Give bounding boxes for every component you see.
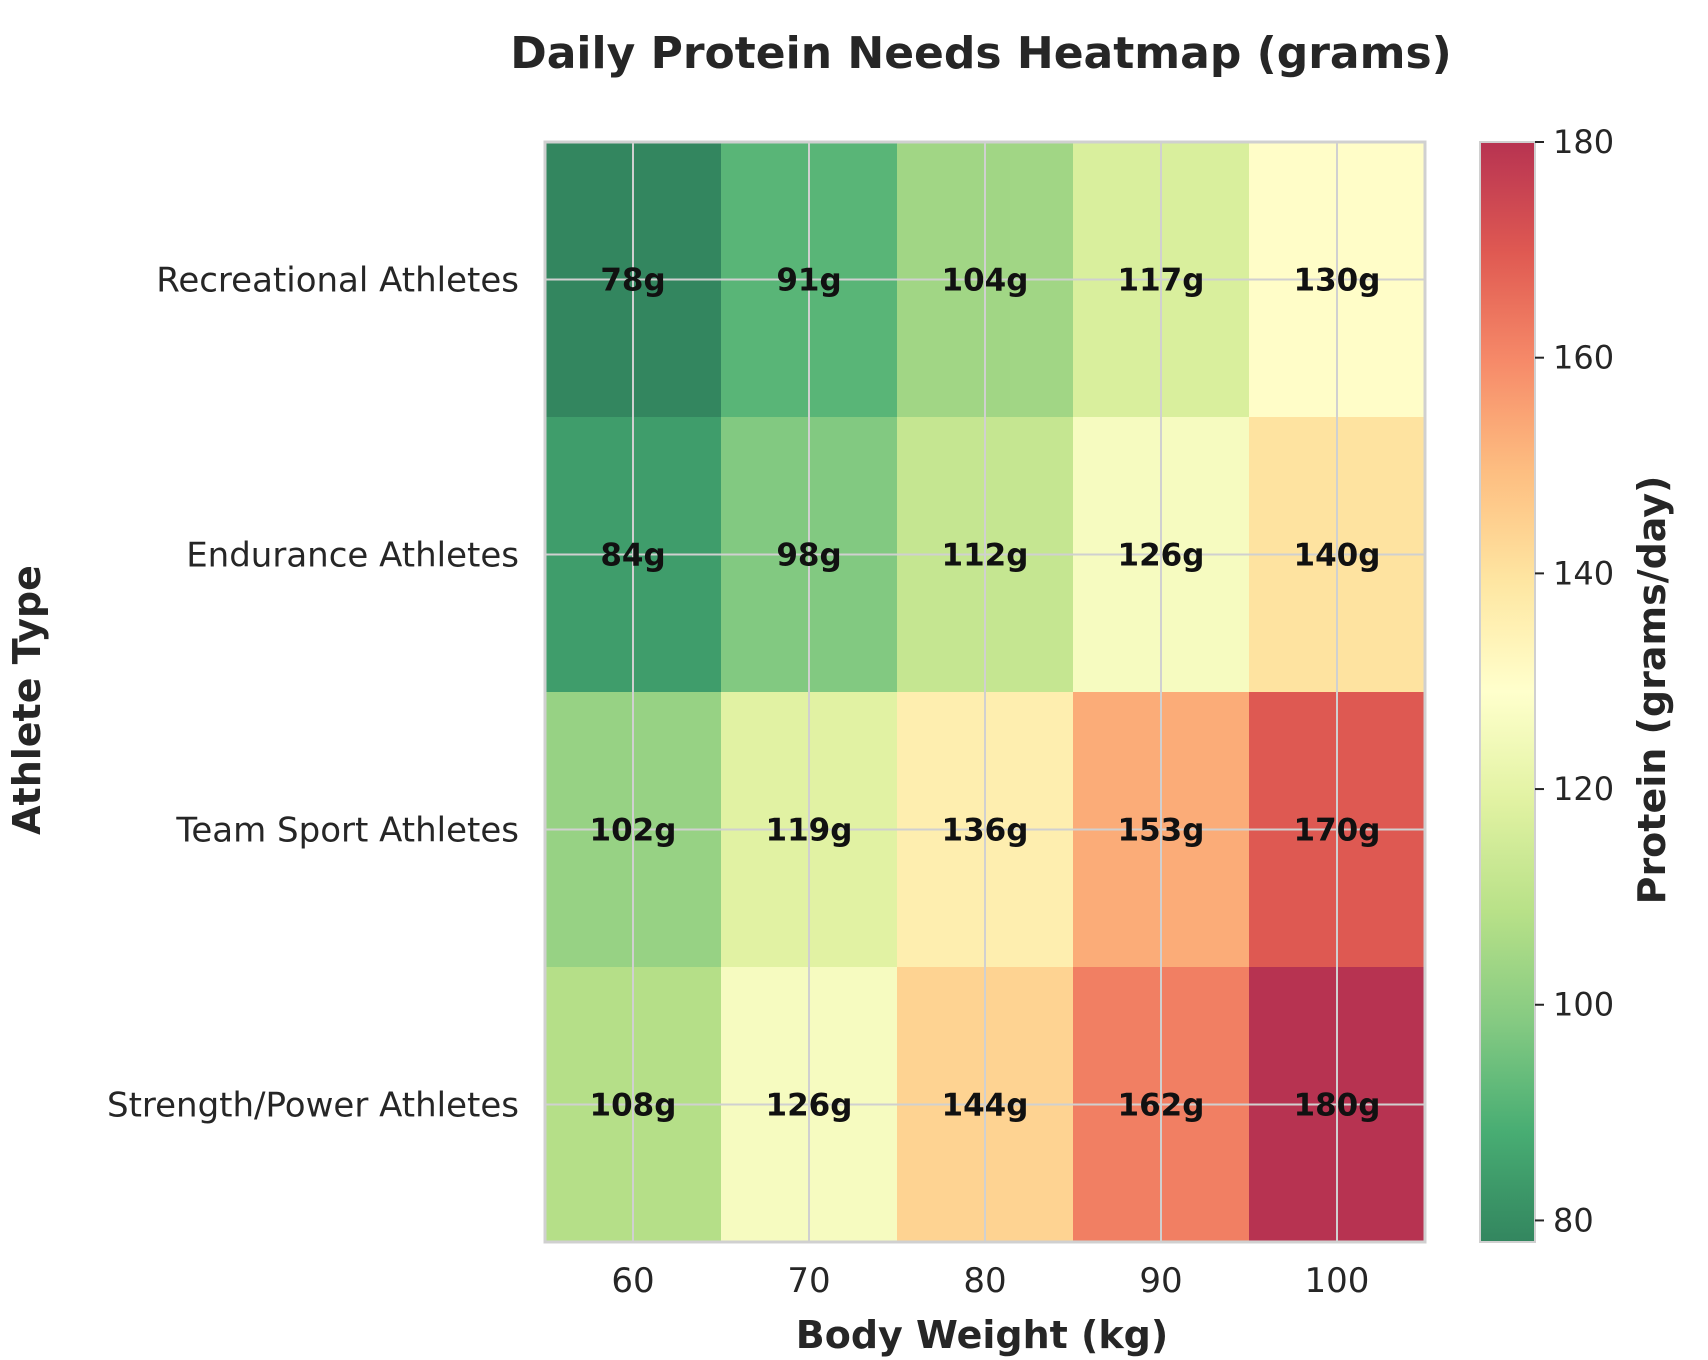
cell-value-labels: 78g 91g 104g 117g 130g 84g 98g 112g 126g 140g 102g… [590,263,1381,1124]
colorbar-tick-label: 120 [1553,770,1614,808]
cell-value-label: 136g [942,813,1029,849]
x-axis-ticks: 60 70 80 90 100 [611,1261,1369,1301]
cell-value-label: 144g [942,1088,1029,1124]
cell-value-label: 104g [942,263,1029,299]
cell-value-label: 117g [1118,263,1205,299]
cell-value-label: 84g [600,538,665,574]
heatmap-gridlines [543,140,1427,1244]
cell-value-label: 126g [766,1088,853,1124]
cell-value-label: 126g [1118,538,1205,574]
colorbar-tick-label: 180 [1553,123,1614,161]
colorbar: 80 100 120 140 160 180 [1479,123,1614,1243]
cell-value-label: 108g [590,1088,677,1124]
plot-frame [543,140,1427,1244]
y-axis-ticks: Recreational Athletes Endurance Athletes T… [107,261,519,1126]
chart-title: Daily Protein Needs Heatmap (grams) [510,28,1452,79]
colorbar-tick-label: 160 [1553,339,1614,377]
cell-value-label: 162g [1118,1088,1205,1124]
x-tick-label: 100 [1305,1261,1370,1301]
colorbar-tick-label: 80 [1553,1201,1594,1239]
cell-value-label: 130g [1294,263,1381,299]
y-tick-label: Strength/Power Athletes [107,1086,519,1126]
cell-value-label: 180g [1294,1088,1381,1124]
cell-value-label: 140g [1294,538,1381,574]
colorbar-title: Protein (grams/day) [1630,476,1674,905]
cell-value-label: 102g [590,813,677,849]
cell-value-label: 119g [766,813,853,849]
cell-value-label: 153g [1118,813,1205,849]
x-tick-label: 90 [1139,1261,1182,1301]
colorbar-tick-label: 140 [1553,554,1614,592]
x-tick-label: 70 [787,1261,830,1301]
cell-value-label: 78g [600,263,665,299]
y-axis-title: Athlete Type [5,565,49,835]
y-tick-label: Team Sport Athletes [175,811,519,851]
colorbar-gradient [1479,141,1536,1243]
cell-value-label: 98g [776,538,841,574]
y-tick-label: Recreational Athletes [156,261,519,301]
cell-value-label: 91g [776,263,841,299]
y-tick-label: Endurance Athletes [186,536,519,576]
cell-value-label: 112g [942,538,1029,574]
x-tick-label: 60 [611,1261,654,1301]
cell-value-label: 170g [1294,813,1381,849]
colorbar-tick-label: 100 [1553,986,1614,1024]
x-axis-title: Body Weight (kg) [796,1313,1169,1357]
x-tick-label: 80 [963,1261,1006,1301]
